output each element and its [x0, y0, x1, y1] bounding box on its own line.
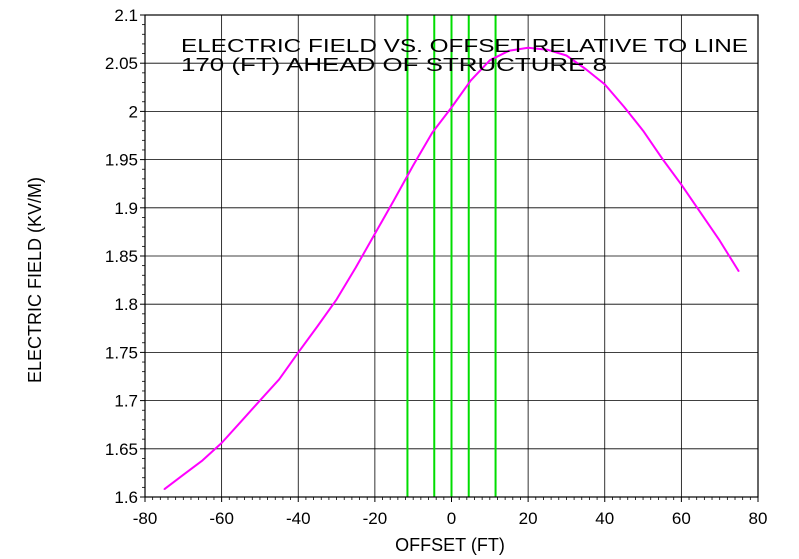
x-tick-label: 40	[595, 509, 614, 528]
annotation-line-1: ELECTRIC FIELD VS. OFFSET RELATIVE TO LI…	[181, 36, 748, 56]
series-point	[719, 239, 721, 242]
x-axis-title: OFFSET (FT)	[395, 535, 505, 555]
y-tick-label: 2	[129, 102, 138, 121]
vertical-marker-lines	[406, 15, 497, 497]
annotation-line-2: 170 (FT) AHEAD OF STRUCTURE 8	[181, 55, 607, 75]
series-point	[182, 474, 184, 476]
series-point	[316, 325, 319, 327]
y-tick-label: 1.6	[114, 488, 138, 507]
series-point	[738, 270, 740, 273]
series-point	[642, 130, 644, 132]
series-point	[259, 400, 261, 402]
series-point	[565, 54, 568, 57]
series-point	[374, 233, 376, 235]
y-tick-label: 1.75	[105, 343, 138, 362]
series-point	[163, 488, 165, 490]
x-tick-label: 60	[672, 509, 691, 528]
series-point	[393, 199, 395, 201]
axis-ticks: -80 -60 -40 -20 0 20 40 60 80 1.6 1.65 1.7 1.75 1.8 1.…	[105, 6, 768, 528]
series-point	[699, 212, 702, 214]
x-tick-label: -20	[363, 509, 388, 528]
y-tick-label: 1.8	[114, 295, 138, 314]
series-point	[221, 442, 223, 444]
series-point	[240, 421, 242, 423]
y-tick-label: 1.95	[105, 151, 138, 170]
y-tick-label: 1.9	[114, 199, 138, 218]
series-layer	[163, 46, 740, 491]
y-axis-title: ELECTRIC FIELD (KV/M)	[25, 177, 45, 383]
series-point	[661, 158, 663, 160]
y-tick-label: 1.65	[105, 440, 138, 459]
series-point	[355, 266, 357, 269]
series-point	[508, 50, 510, 52]
y-tick-label: 2.1	[114, 6, 138, 25]
x-tick-label: 0	[447, 509, 456, 528]
series-point	[335, 298, 338, 300]
series-point	[489, 59, 491, 61]
y-tick-label: 1.7	[114, 392, 138, 411]
y-tick-label: 2.05	[105, 54, 138, 73]
x-tick-label: -60	[209, 509, 234, 528]
x-tick-label: -80	[133, 509, 158, 528]
series-point	[412, 164, 414, 166]
series-point	[201, 459, 204, 461]
y-tick-label: 1.85	[105, 247, 138, 266]
series-point	[278, 378, 280, 380]
x-tick-label: 80	[749, 509, 768, 528]
series-point	[604, 83, 606, 86]
x-tick-label: -40	[286, 509, 311, 528]
series-point	[546, 49, 548, 51]
series-point	[470, 79, 472, 82]
series-point	[680, 184, 682, 186]
series-point	[297, 351, 299, 353]
series-point	[450, 106, 453, 109]
x-tick-label: 20	[519, 509, 538, 528]
series-point	[431, 132, 433, 134]
series-point	[527, 47, 529, 49]
series-point	[584, 68, 587, 70]
series-point	[623, 105, 625, 108]
